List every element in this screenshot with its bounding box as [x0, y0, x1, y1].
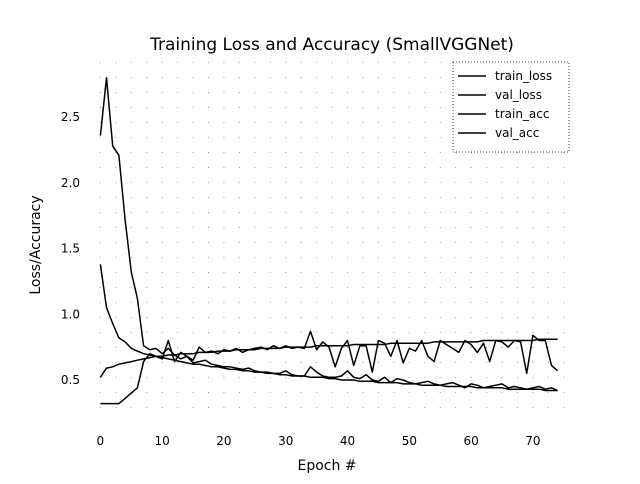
legend-label: val_acc: [495, 126, 539, 140]
x-tick-label: 40: [340, 434, 355, 448]
y-tick-label: 1.0: [61, 307, 80, 321]
y-tick-label: 0.5: [61, 373, 80, 387]
series-line-val-loss: [99, 77, 558, 392]
series-layer: [99, 77, 559, 405]
x-tick-label: 0: [97, 434, 105, 448]
x-tick-label: 60: [463, 434, 478, 448]
series-line-train-acc: [99, 338, 558, 378]
x-tick-label: 30: [278, 434, 293, 448]
x-tick-label: 20: [216, 434, 231, 448]
x-axis-label: Epoch #: [297, 458, 356, 474]
legend-label: train_acc: [495, 107, 549, 121]
legend-box: [452, 61, 570, 153]
x-tick-label: 50: [402, 434, 417, 448]
grid-layer: [99, 62, 565, 422]
tick-layer: 0 10 20 30 40 50 60 70 0.5 1.0 1.5 2.0 2.5: [61, 110, 541, 448]
y-tick-label: 2.5: [61, 110, 80, 124]
series-line-val-acc: [100, 330, 559, 405]
y-axis-label: Loss/Accuracy: [28, 195, 44, 294]
legend-label: train_loss: [495, 69, 552, 83]
chart-title: Training Loss and Accuracy (SmallVGGNet): [149, 35, 514, 55]
series-line-train-loss: [99, 264, 558, 392]
y-tick-label: 1.5: [61, 242, 80, 256]
x-tick-label: 10: [155, 434, 170, 448]
x-tick-label: 70: [525, 434, 540, 448]
legend: train_loss val_loss train_acc val_acc: [452, 61, 570, 153]
legend-label: val_loss: [495, 88, 542, 102]
y-tick-label: 2.0: [61, 176, 80, 190]
